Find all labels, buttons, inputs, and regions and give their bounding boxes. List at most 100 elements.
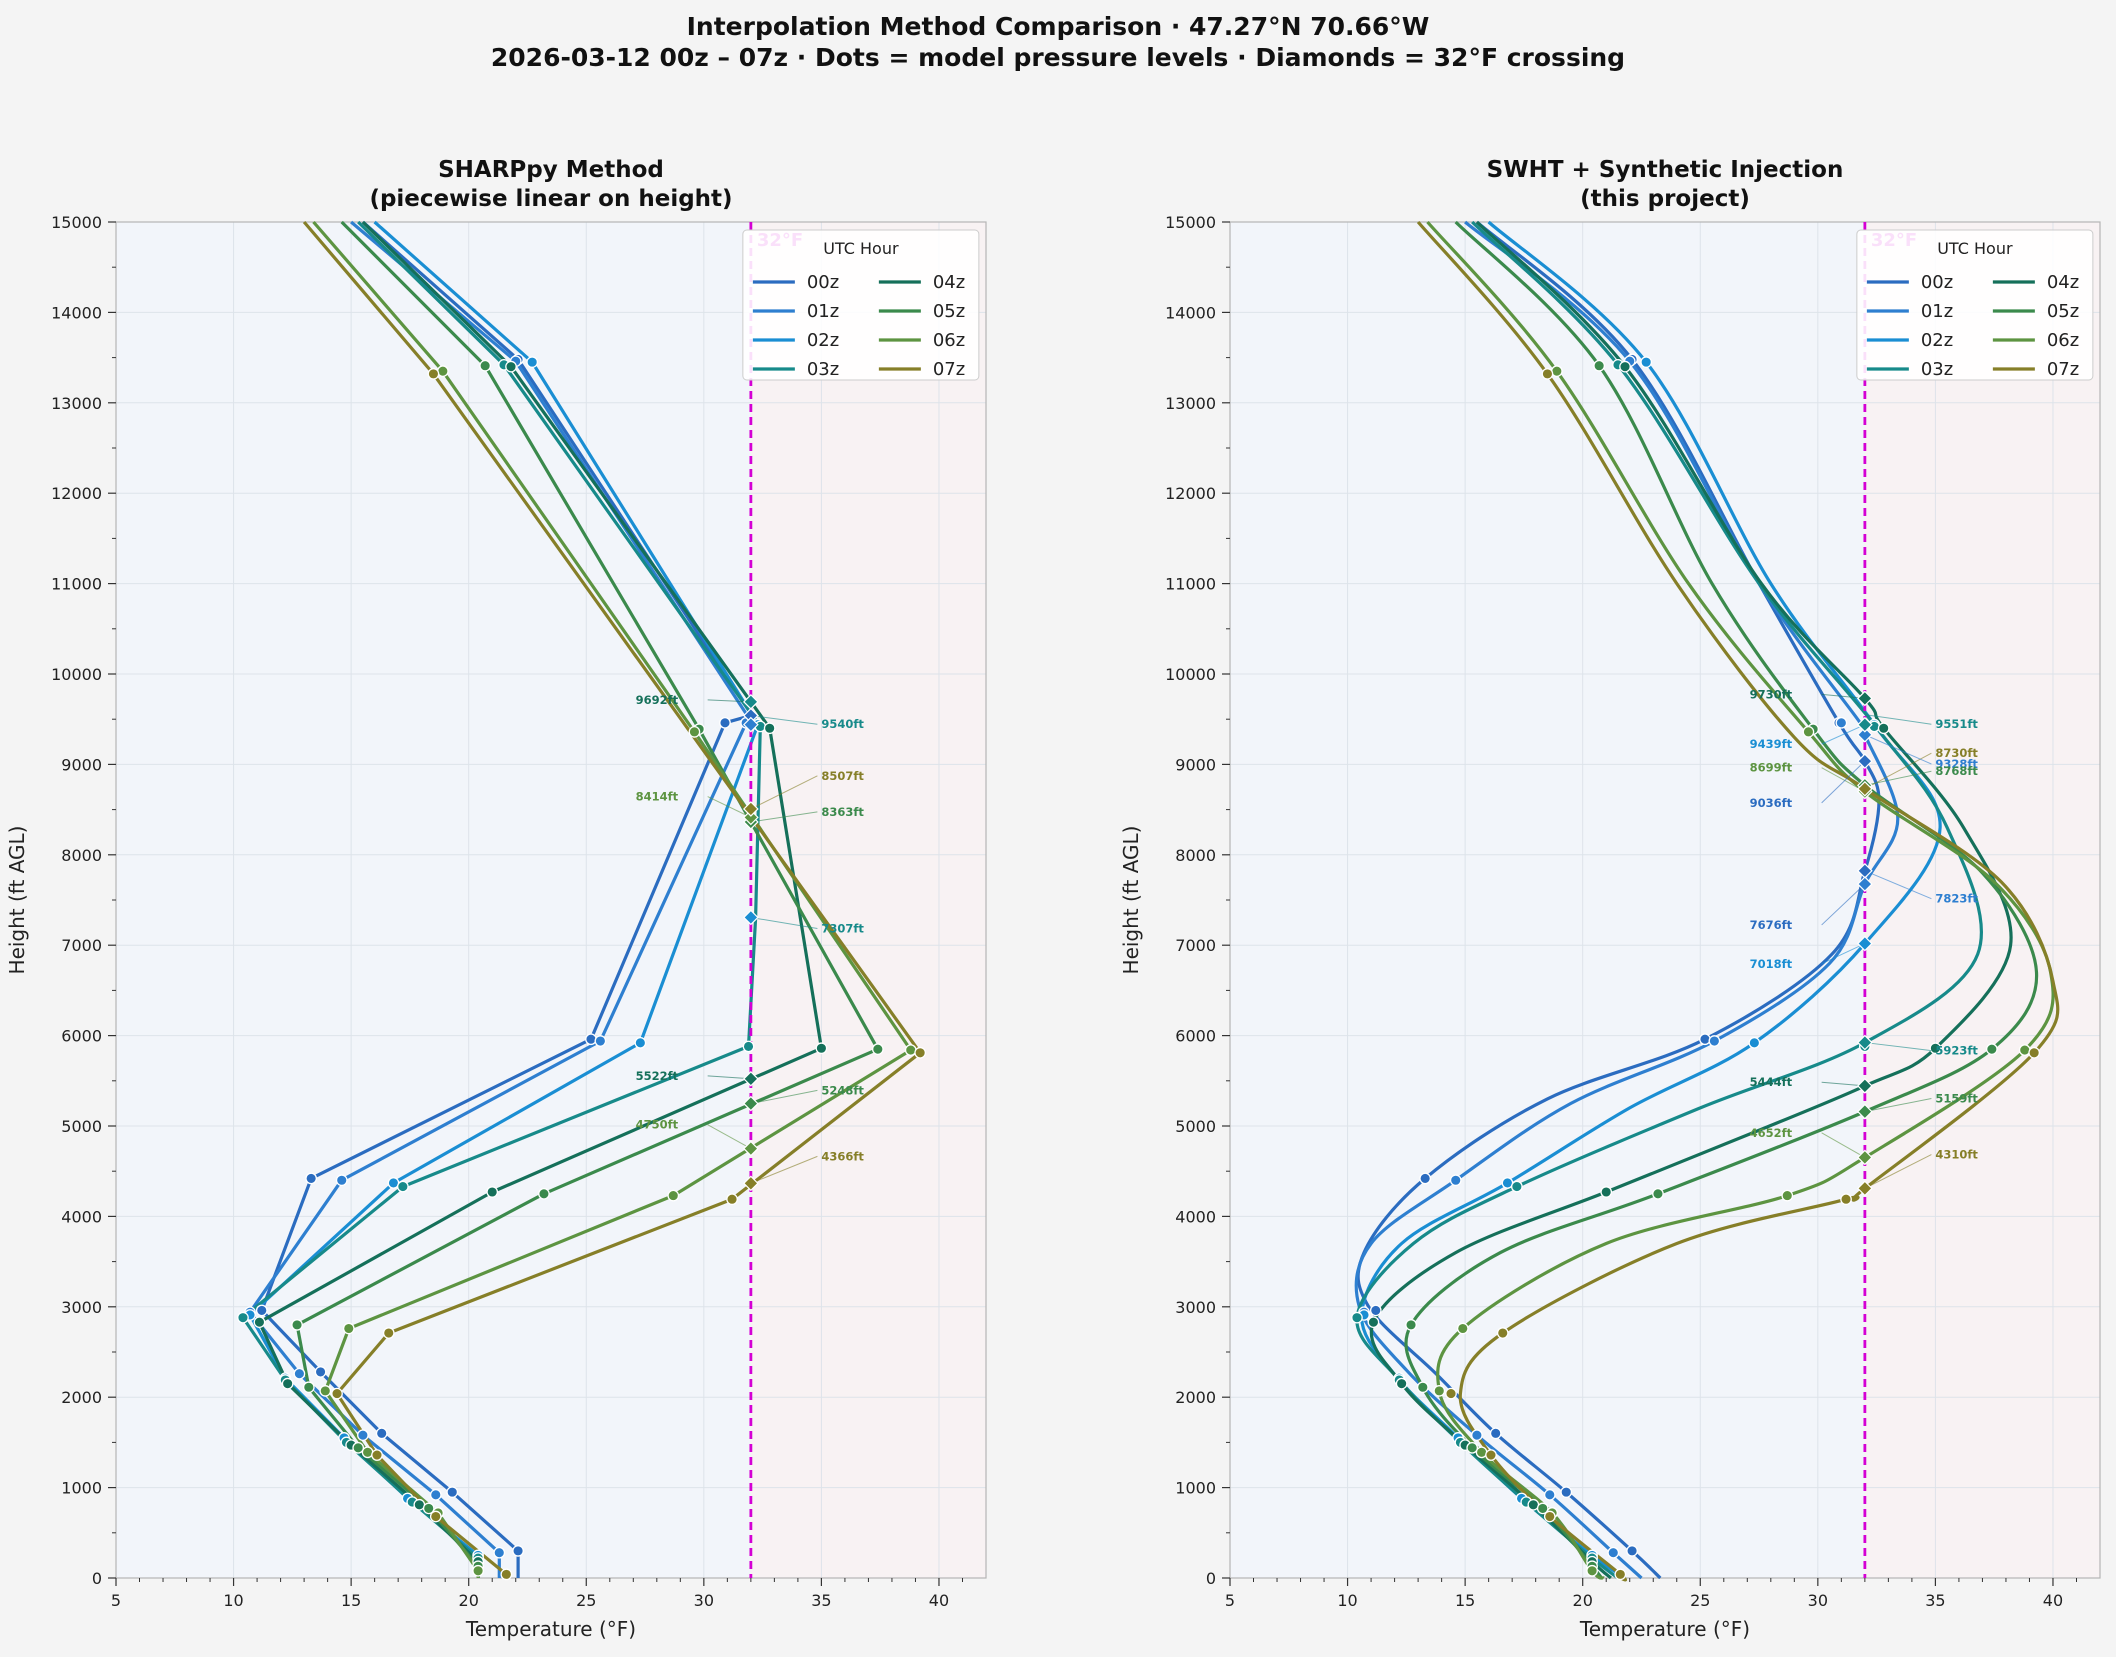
legend-label-06z: 06z xyxy=(2047,330,2079,351)
level-dot-01z xyxy=(1471,1429,1483,1442)
annotation-leader xyxy=(1821,693,1865,699)
crossing-diamond-03z xyxy=(1857,1034,1873,1051)
level-dot-07z xyxy=(331,1387,343,1400)
crossing-diamond-06z xyxy=(743,809,759,826)
legend-label-01z: 01z xyxy=(1921,301,1953,322)
level-dot-00z xyxy=(446,1486,459,1498)
annotation-label: 7676ft xyxy=(1750,918,1793,932)
annotation-label: 4310ft xyxy=(1935,1148,1978,1162)
panel-title-line2: (piecewise linear on height) xyxy=(369,186,732,212)
annotation-leader xyxy=(1821,767,1866,793)
level-dot-04z xyxy=(253,1316,266,1329)
crossing-diamond-06z xyxy=(1857,1149,1873,1166)
level-dot-01z xyxy=(1543,1488,1556,1501)
level-dot-07z xyxy=(1614,1568,1627,1581)
annotation-label: 9439ft xyxy=(1750,737,1793,751)
level-dot-00z xyxy=(305,1172,318,1185)
level-dot-04z xyxy=(1600,1186,1613,1198)
level-dot-07z xyxy=(1543,1510,1556,1523)
level-dot-05z xyxy=(1466,1441,1479,1454)
y-tick-label: 1000 xyxy=(61,1479,102,1498)
y-tick-label: 11000 xyxy=(51,575,102,594)
legend-label-03z: 03z xyxy=(807,359,839,380)
y-tick-label: 10000 xyxy=(1165,665,1216,684)
crossing-diamond-02z xyxy=(743,909,759,926)
cold-region xyxy=(116,222,751,1578)
x-tick-label: 5 xyxy=(1225,1591,1235,1610)
level-dot-00z xyxy=(1560,1486,1573,1498)
crossing-diamond-04z xyxy=(1857,690,1873,707)
level-dot-04z xyxy=(815,1042,828,1055)
y-tick-label: 1000 xyxy=(1175,1479,1216,1498)
annotation-leader xyxy=(750,775,818,810)
annotation-leader xyxy=(1864,1042,1932,1052)
annotation-label: 4366ft xyxy=(821,1149,864,1163)
level-dot-01z xyxy=(594,1035,607,1047)
level-dot-02z xyxy=(526,356,539,368)
x-tick-label: 25 xyxy=(576,1591,596,1610)
x-tick-label: 15 xyxy=(1455,1591,1475,1610)
crossing-diamond-05z xyxy=(1857,1103,1873,1120)
y-tick-label: 2000 xyxy=(1175,1388,1216,1407)
level-dot-03z xyxy=(397,1180,409,1193)
x-tick-label: 30 xyxy=(694,1591,714,1610)
level-dot-00z xyxy=(512,1545,524,1557)
crossing-diamond-07z xyxy=(743,801,759,817)
level-dot-07z xyxy=(371,1449,383,1461)
level-dot-00z xyxy=(719,716,731,729)
crossing-diamond-01z xyxy=(743,716,759,733)
level-dot-07z xyxy=(429,1510,442,1523)
legend-label-07z: 07z xyxy=(933,359,965,380)
y-tick-label: 6000 xyxy=(61,1027,102,1046)
level-dot-00z xyxy=(585,1033,597,1046)
legend-box xyxy=(1856,229,2094,381)
level-dot-05z xyxy=(302,1381,315,1394)
level-dot-07z xyxy=(1496,1327,1509,1339)
x-tick-label: 25 xyxy=(1690,1591,1710,1610)
level-dot-01z xyxy=(493,1546,506,1559)
level-dot-07z xyxy=(1840,1193,1852,1206)
series-line-07z xyxy=(302,220,922,1578)
annotation-label: 9551ft xyxy=(1935,717,1978,731)
level-dot-05z xyxy=(538,1187,550,1200)
level-dot-04z xyxy=(486,1186,499,1198)
y-tick-label: 2000 xyxy=(61,1388,102,1407)
y-tick-label: 13000 xyxy=(51,394,102,413)
level-dot-07z xyxy=(1485,1449,1497,1461)
figure-title-line2: 2026-03-12 00z – 07z · Dots = model pres… xyxy=(491,43,1625,72)
cold-region xyxy=(1230,222,1865,1578)
annotation-label: 5923ft xyxy=(1935,1044,1978,1058)
crossing-diamond-02z xyxy=(1857,935,1873,952)
level-dot-01z xyxy=(357,1429,369,1442)
x-tick-label: 40 xyxy=(2043,1591,2063,1610)
legend-label-00z: 00z xyxy=(1921,272,1953,293)
y-tick-label: 15000 xyxy=(1165,213,1216,232)
level-dot-00z xyxy=(375,1427,388,1440)
level-dot-06z xyxy=(1456,1322,1469,1335)
y-tick-label: 12000 xyxy=(51,484,102,503)
annotation-leader xyxy=(750,1089,818,1105)
annotation-leader xyxy=(1821,1132,1866,1158)
annotation-label: 8699ft xyxy=(1750,761,1793,775)
level-dot-00z xyxy=(1369,1304,1382,1317)
x-tick-label: 40 xyxy=(929,1591,949,1610)
series-line-03z xyxy=(241,220,762,1578)
y-tick-label: 0 xyxy=(92,1569,102,1588)
series-line-07z xyxy=(1416,220,2060,1582)
annotation-label: 8768ft xyxy=(1935,764,1978,778)
level-dot-05z xyxy=(1536,1502,1549,1515)
level-dot-06z xyxy=(1781,1189,1794,1202)
level-dot-01z xyxy=(1449,1174,1462,1187)
y-axis-label: Height (ft AGL) xyxy=(5,826,29,975)
annotation-leader xyxy=(1864,870,1932,900)
annotation-leader xyxy=(1864,770,1932,786)
series-line-01z xyxy=(248,220,753,1578)
annotation-leader xyxy=(1821,724,1866,745)
x-tick-label: 35 xyxy=(811,1591,831,1610)
level-dot-06z xyxy=(667,1189,680,1202)
level-dot-00z xyxy=(314,1366,327,1378)
annotation-leader xyxy=(707,1124,752,1150)
swht-panel: 5 10 15 20 25 30 35 40 0 1000 2000 3000 4000 5000 6000… xyxy=(1119,157,2101,1641)
legend-label-02z: 02z xyxy=(1921,330,1953,351)
legend-title: UTC Hour xyxy=(1937,239,2013,258)
